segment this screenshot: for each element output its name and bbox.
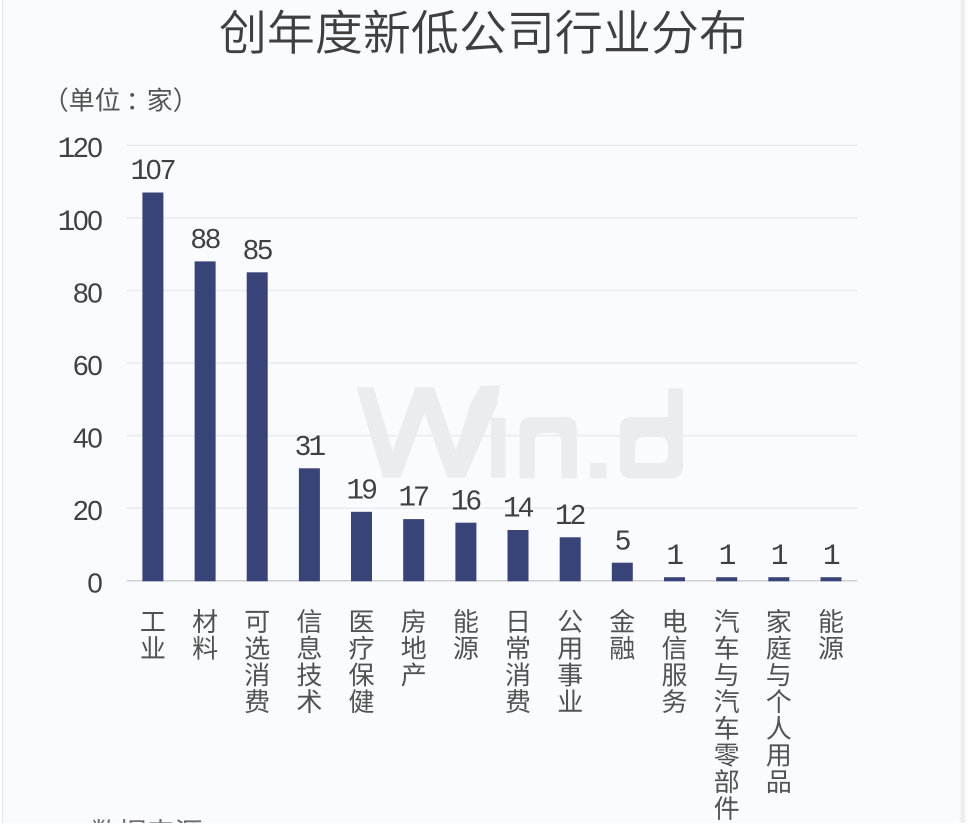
- svg-text:2: 2: [570, 499, 586, 530]
- svg-text:8: 8: [243, 234, 259, 265]
- svg-text:1: 1: [398, 481, 416, 515]
- svg-text:8: 8: [205, 223, 221, 254]
- svg-text:5: 5: [257, 234, 273, 265]
- svg-text:4: 4: [518, 492, 534, 523]
- svg-text:1: 1: [719, 539, 737, 573]
- svg-text:0: 0: [87, 495, 103, 526]
- svg-text:1: 1: [503, 492, 521, 526]
- svg-text:1: 1: [58, 205, 76, 239]
- svg-text:0: 0: [87, 205, 103, 236]
- svg-text:4: 4: [73, 423, 89, 454]
- svg-text:0: 0: [87, 350, 103, 381]
- svg-text:3: 3: [295, 430, 311, 461]
- svg-text:0: 0: [73, 205, 89, 236]
- svg-text:9: 9: [362, 473, 378, 504]
- svg-text:0: 0: [87, 132, 103, 163]
- svg-text:1: 1: [555, 499, 573, 533]
- svg-text:1: 1: [451, 484, 469, 518]
- svg-text:2: 2: [73, 495, 89, 526]
- svg-text:6: 6: [466, 484, 482, 515]
- svg-text:0: 0: [87, 568, 103, 599]
- svg-text:2: 2: [73, 132, 89, 163]
- svg-text:1: 1: [308, 430, 326, 464]
- svg-text:1: 1: [58, 132, 76, 166]
- svg-text:6: 6: [73, 350, 89, 381]
- svg-text:1: 1: [771, 539, 789, 573]
- svg-text:8: 8: [73, 277, 89, 308]
- svg-text:0: 0: [87, 277, 103, 308]
- svg-text:7: 7: [160, 154, 176, 185]
- svg-text:1: 1: [131, 154, 149, 188]
- svg-text:5: 5: [615, 524, 631, 555]
- svg-text:1: 1: [346, 473, 364, 507]
- svg-text:1: 1: [666, 539, 684, 573]
- svg-text:0: 0: [146, 154, 162, 185]
- svg-text:0: 0: [87, 423, 103, 454]
- svg-text:1: 1: [823, 539, 841, 573]
- svg-text:8: 8: [191, 223, 207, 254]
- svg-text:7: 7: [414, 481, 430, 512]
